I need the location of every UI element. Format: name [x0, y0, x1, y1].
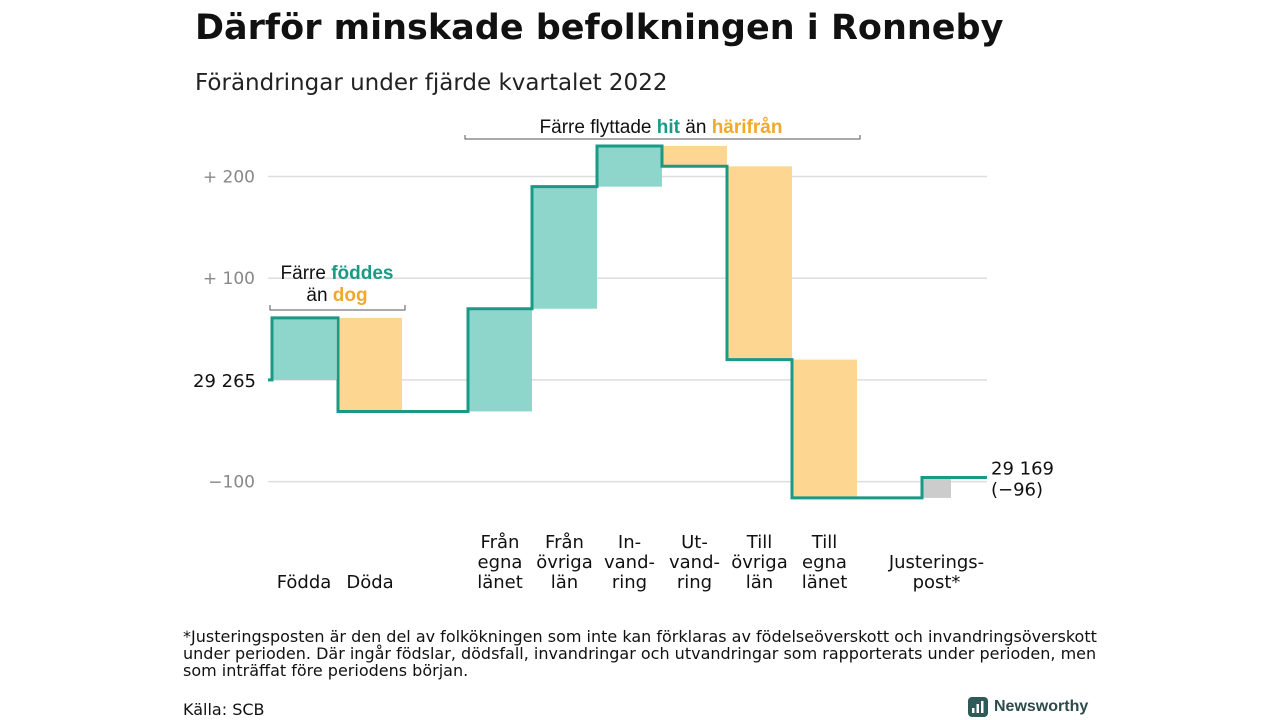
category-label: Till egna länet: [802, 532, 848, 593]
cumulative-step-line: [268, 144, 987, 500]
category-label: Födda: [277, 572, 332, 593]
category-label: Från övriga län: [536, 532, 593, 593]
bar-4: [597, 145, 662, 187]
bar-8: [922, 477, 951, 498]
births-deaths-bracket: [269, 305, 406, 311]
newsworthy-logo[interactable]: Newsworthy: [968, 697, 1088, 717]
category-label: Döda: [346, 572, 393, 593]
category-label: Till övriga län: [731, 532, 788, 593]
newsworthy-logo-icon: [968, 697, 988, 717]
category-label: Från egna länet: [477, 532, 523, 593]
bar-0: [272, 317, 336, 380]
bar-6: [727, 166, 792, 360]
category-label: Ut-vand-ring: [669, 532, 720, 593]
bar-3: [532, 186, 597, 309]
y-tick-label: + 100: [203, 269, 255, 289]
births-deaths-annotation-line1: Färre föddes: [281, 263, 394, 284]
bar-1: [338, 317, 402, 412]
y-tick-label: −100: [208, 473, 255, 493]
bar-7: [792, 359, 857, 498]
y-tick-label: + 200: [203, 167, 255, 187]
end-change-label: (−96): [991, 480, 1043, 501]
chart-title: Därför minskade befolkningen i Ronneby: [195, 8, 1004, 48]
footnote: *Justeringsposten är den del av folkökni…: [183, 627, 1097, 680]
category-label: In-vand-ring: [604, 532, 655, 593]
category-label: Justerings-post*: [888, 552, 984, 593]
bar-5: [662, 145, 727, 167]
chart-subtitle: Förändringar under fjärde kvartalet 2022: [195, 70, 668, 96]
brand-name: Newsworthy: [994, 698, 1089, 715]
baseline-value-label: 29 265: [193, 371, 256, 392]
bar-2: [468, 308, 532, 412]
end-value-label: 29 169: [991, 459, 1054, 480]
births-deaths-annotation-line2: än dog: [306, 285, 367, 306]
source-text: Källa: SCB: [183, 700, 265, 719]
migration-bracket: [464, 135, 861, 140]
migration-annotation: Färre flyttade hit än härifrån: [540, 117, 783, 138]
